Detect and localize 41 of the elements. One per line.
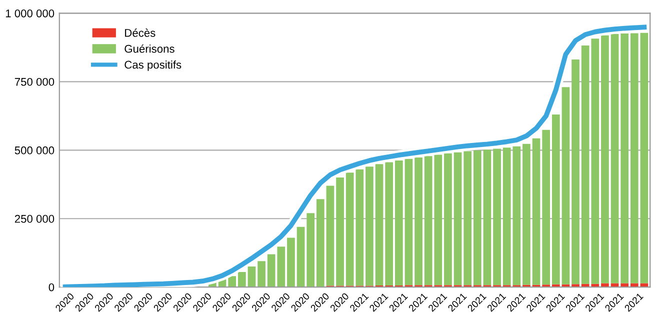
bar [640, 32, 648, 284]
legend-label: Décès [125, 28, 156, 37]
legend-label: Cas positifs [124, 60, 182, 71]
bar [493, 148, 501, 286]
bar [326, 186, 334, 286]
bar [248, 266, 256, 288]
bar [414, 158, 422, 286]
bar [375, 164, 384, 286]
y-tick-label: 750 000 [14, 78, 54, 86]
y-tick-label: 1 000 000 [6, 9, 54, 18]
bar [336, 178, 344, 286]
y-tick-label: 500 000 [14, 146, 54, 154]
bar [562, 87, 570, 284]
bar [572, 59, 580, 284]
bar [483, 150, 492, 286]
bar [464, 151, 472, 286]
bar [630, 33, 638, 284]
y-tick-label: 250 000 [14, 214, 54, 223]
y-tick-label: 0 [48, 283, 54, 292]
bar [404, 158, 413, 286]
bar [601, 35, 609, 284]
bar [444, 153, 452, 286]
bar [394, 160, 403, 286]
bar [532, 138, 540, 285]
bar [473, 150, 482, 286]
bar [316, 199, 324, 287]
bar [296, 226, 305, 288]
bar [542, 130, 550, 285]
bar [385, 162, 394, 286]
bar [287, 238, 295, 288]
bar [258, 261, 266, 288]
bar [454, 152, 462, 286]
bar [238, 272, 246, 288]
bar [522, 144, 530, 285]
bar [610, 34, 619, 284]
legend-label: Guérisons [124, 44, 174, 53]
bar [306, 213, 315, 288]
bar [366, 166, 374, 286]
bar [620, 33, 629, 284]
bar [552, 114, 560, 284]
bar [228, 276, 236, 288]
